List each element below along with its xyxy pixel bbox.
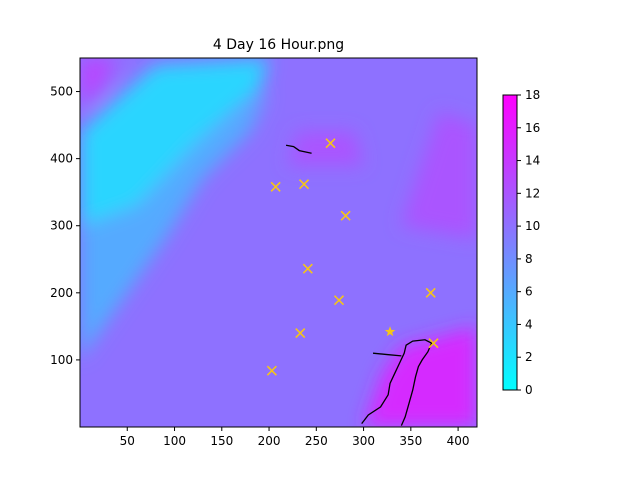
colorbar-gradient xyxy=(502,94,518,391)
x-marker-0 xyxy=(325,138,336,149)
x-marker-3 xyxy=(340,210,351,221)
colorbar-tick-label: 14 xyxy=(525,154,540,168)
coastline-1 xyxy=(372,352,402,357)
field-region-light-blue-west xyxy=(80,91,270,360)
colorbar-tick-label: 12 xyxy=(525,186,540,200)
field-region-magenta-southeast xyxy=(363,326,477,427)
y-tick-label: 500 xyxy=(50,85,73,99)
field-region-purple-central-north xyxy=(287,131,364,166)
field-region-cyan-band-northwest xyxy=(80,58,270,253)
x-marker-8 xyxy=(266,365,277,376)
x-tick-label: 50 xyxy=(120,434,135,448)
field-regions xyxy=(80,58,477,427)
plot-frame xyxy=(79,57,478,428)
x-marker-5 xyxy=(333,295,345,306)
x-tick-label: 200 xyxy=(258,434,281,448)
x-marker-7 xyxy=(295,328,306,339)
coastline-0 xyxy=(361,339,433,426)
y-tick-label: 200 xyxy=(50,286,73,300)
field-region-purple-east-band xyxy=(401,111,477,240)
x-tick-label: 150 xyxy=(210,434,233,448)
chart-title: 4 Day 16 Hour.png xyxy=(213,37,344,53)
star-marker-0 xyxy=(384,326,396,337)
x-tick-label: 300 xyxy=(352,434,375,448)
x-marker-9 xyxy=(428,338,439,349)
colorbar-tick-label: 4 xyxy=(525,317,533,331)
colorbar-tick-label: 18 xyxy=(525,88,540,102)
x-tick-label: 400 xyxy=(447,434,470,448)
colorbar-tick-label: 0 xyxy=(525,383,533,397)
coastline-2 xyxy=(285,144,312,154)
x-tick-label: 350 xyxy=(399,434,422,448)
x-marker-1 xyxy=(270,181,281,192)
colorbar-tick-label: 6 xyxy=(525,285,533,299)
colorbar-tick-label: 8 xyxy=(525,252,533,266)
colorbar-tick-label: 2 xyxy=(525,350,533,364)
colorbar-tick-label: 16 xyxy=(525,121,540,135)
y-axis: 100 200 300 400 500 xyxy=(50,85,80,367)
x-marker-6 xyxy=(425,287,436,298)
y-tick-label: 300 xyxy=(50,219,73,233)
x-tick-label: 250 xyxy=(305,434,328,448)
x-marker-4 xyxy=(302,263,313,274)
colorbar: 0 2 4 6 8 10 12 14 16 18 xyxy=(502,88,540,397)
plot-area xyxy=(80,58,477,427)
colorbar-tick-label: 10 xyxy=(525,219,540,233)
coastlines xyxy=(285,144,433,426)
field-region-purple-northwest-corner xyxy=(80,58,118,105)
y-tick-label: 100 xyxy=(50,353,73,367)
x-axis: 50 100 150 200 250 300 350 400 xyxy=(120,427,470,448)
x-marker-2 xyxy=(298,179,310,190)
x-tick-label: 100 xyxy=(163,434,186,448)
markers xyxy=(266,138,439,376)
y-tick-label: 400 xyxy=(50,152,73,166)
